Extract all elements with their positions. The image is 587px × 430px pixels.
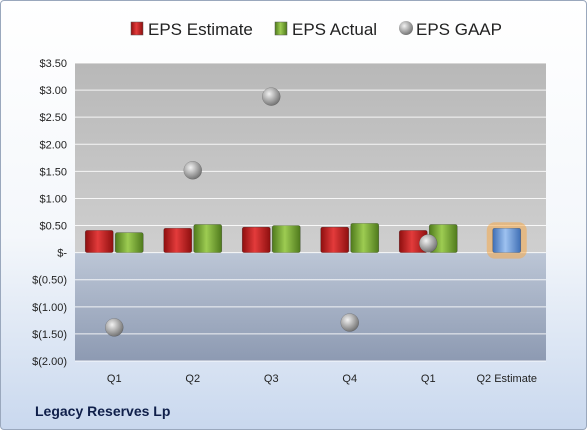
y-tick-label: $2.50 [39,112,67,124]
y-tick-label: $(0.50) [32,275,67,287]
y-tick-label: $1.50 [39,166,67,178]
x-tick-label: Q2 Estimate [476,373,537,385]
y-tick-label: $2.00 [39,139,67,151]
x-axis-ticks: Q1 Q2 Q3 Q4 Q1 Q2 Estimate [107,373,537,385]
eps-actual-bar [271,225,301,253]
y-tick-label: $3.50 [39,58,67,70]
eps-actual-bar [350,223,380,253]
plot-area [75,63,546,361]
y-tick-label: $3.00 [39,85,67,97]
chart-marks [84,87,527,337]
plot-positive-region [75,63,546,253]
y-tick-label: $1.00 [39,193,67,205]
x-tick-label: Q1 [421,373,436,385]
legend-swatch [130,21,144,36]
y-tick-label: $0.50 [39,221,67,233]
eps-gaap-point [183,161,202,180]
eps-gaap-point [419,234,438,253]
x-tick-label: Q3 [264,373,279,385]
y-tick-label: $- [57,248,67,260]
legend-entry: EPS GAAP [416,20,502,39]
eps-gaap-point [262,87,281,106]
eps-estimate-bar [320,226,350,253]
y-axis-ticks: $3.50 $3.00 $2.50 $2.00 $1.50 $1.00 $0.50 $- $(0… [32,58,67,368]
y-tick-label: $(2.00) [32,356,67,368]
eps-gaap-point [105,318,124,337]
eps-estimate-bar [84,230,114,253]
legend-swatch [274,21,288,36]
y-tick-label: $(1.00) [32,302,67,314]
legend-entry: EPS Actual [292,20,377,39]
x-tick-label: Q1 [107,373,122,385]
y-tick-label: $(1.50) [32,329,67,341]
chart-legend: EPS Estimate EPS Actual EPS GAAP [130,20,502,39]
eps-actual-bar [193,224,223,253]
x-tick-label: Q2 [185,373,200,385]
legend-entry: EPS Estimate [148,20,253,39]
company-name: Legacy Reserves Lp [35,403,171,419]
eps-actual-bar [114,232,144,253]
gridlines [75,62,546,362]
eps-estimate-bar [163,227,193,253]
eps-estimate-bar [241,226,271,253]
x-tick-label: Q4 [342,373,357,385]
eps-gaap-point [340,313,359,332]
q2-estimate-bar [492,227,522,253]
legend-swatch [399,21,413,35]
